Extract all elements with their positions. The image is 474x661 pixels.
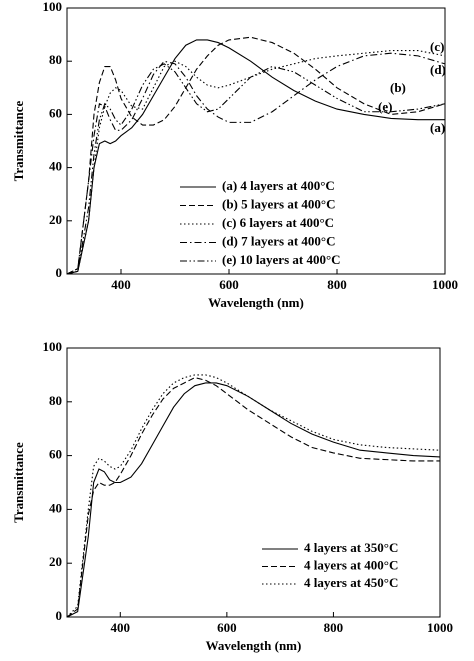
y-tick-label: 80 [49,393,62,408]
x-tick-label: 400 [111,620,131,635]
series-line [66,374,441,618]
y-tick-label: 40 [49,500,62,515]
legend-label: (e) 10 layers at 400°C [222,252,341,267]
curve-label: (c) [430,39,444,54]
legend-label: (b) 5 layers at 400°C [222,196,336,211]
x-tick-label: 600 [217,620,237,635]
y-tick-label: 0 [56,265,63,280]
legend-label: (c) 6 layers at 400°C [222,215,334,230]
curve-label: (d) [430,62,446,77]
series-line [66,63,446,275]
y-tick-label: 60 [49,105,62,120]
y-axis-label: Transmittance [11,442,26,523]
legend-label: 4 layers at 450°C [304,575,398,590]
legend-label: 4 layers at 350°C [304,540,398,555]
x-tick-label: 600 [219,277,239,292]
x-tick-label: 400 [111,277,131,292]
series-line [66,36,446,275]
legend-label: (d) 7 layers at 400°C [222,233,336,248]
plot-frame [66,7,446,275]
plot-frame [66,347,441,618]
series-line [66,39,445,275]
x-axis-label: Wavelength (nm) [208,295,304,310]
x-tick-label: 800 [327,277,347,292]
series-line [66,382,441,618]
series-line [66,377,440,618]
y-tick-label: 0 [56,608,63,623]
x-tick-label: 1000 [432,277,458,292]
y-tick-label: 40 [49,159,62,174]
x-axis-label: Wavelength (nm) [206,638,302,653]
legend-label: 4 layers at 400°C [304,557,398,572]
y-tick-label: 100 [43,0,63,14]
series-line [66,50,446,275]
y-tick-label: 20 [49,554,62,569]
curve-label: (b) [390,80,406,95]
y-tick-label: 100 [43,339,63,354]
curve-label: (a) [430,120,445,135]
legend-label: (a) 4 layers at 400°C [222,178,335,193]
y-tick-label: 20 [49,212,62,227]
y-tick-label: 60 [49,447,62,462]
x-tick-label: 1000 [427,620,453,635]
y-tick-label: 80 [49,52,62,67]
curve-label: (e) [378,99,392,114]
x-tick-label: 800 [324,620,344,635]
y-axis-label: Transmittance [11,100,26,181]
